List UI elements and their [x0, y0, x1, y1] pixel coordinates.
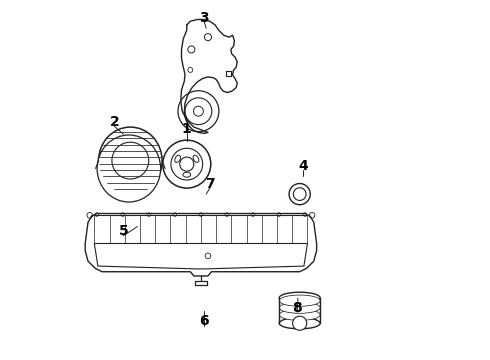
Ellipse shape [279, 318, 320, 329]
Text: 2: 2 [110, 115, 120, 129]
Circle shape [178, 91, 219, 132]
Ellipse shape [98, 127, 162, 194]
Circle shape [180, 157, 194, 171]
Ellipse shape [97, 135, 161, 202]
Circle shape [188, 46, 195, 53]
Text: 7: 7 [205, 176, 215, 190]
Circle shape [163, 140, 211, 188]
Circle shape [171, 148, 203, 180]
Text: 8: 8 [293, 301, 302, 315]
Circle shape [204, 33, 212, 41]
Circle shape [95, 213, 98, 216]
Circle shape [199, 213, 203, 216]
Circle shape [112, 142, 149, 179]
Circle shape [251, 213, 255, 216]
Circle shape [188, 67, 193, 72]
Ellipse shape [279, 309, 320, 320]
Text: 5: 5 [119, 224, 128, 238]
Ellipse shape [279, 295, 320, 306]
Circle shape [293, 316, 307, 330]
Circle shape [277, 213, 281, 216]
Circle shape [289, 184, 310, 205]
Text: 1: 1 [182, 122, 192, 136]
Ellipse shape [279, 302, 320, 313]
Circle shape [225, 213, 229, 216]
Circle shape [205, 253, 211, 259]
Circle shape [147, 213, 150, 216]
Text: 4: 4 [298, 159, 308, 173]
Ellipse shape [193, 155, 199, 162]
Ellipse shape [183, 172, 191, 177]
Ellipse shape [279, 292, 320, 303]
Text: 6: 6 [199, 314, 209, 328]
Circle shape [185, 98, 212, 125]
Circle shape [121, 213, 124, 216]
Ellipse shape [175, 155, 180, 162]
Circle shape [309, 212, 315, 218]
Circle shape [194, 106, 203, 116]
Text: 3: 3 [199, 11, 209, 25]
Circle shape [173, 213, 177, 216]
Circle shape [87, 212, 93, 218]
Circle shape [303, 213, 307, 216]
Circle shape [294, 188, 306, 201]
